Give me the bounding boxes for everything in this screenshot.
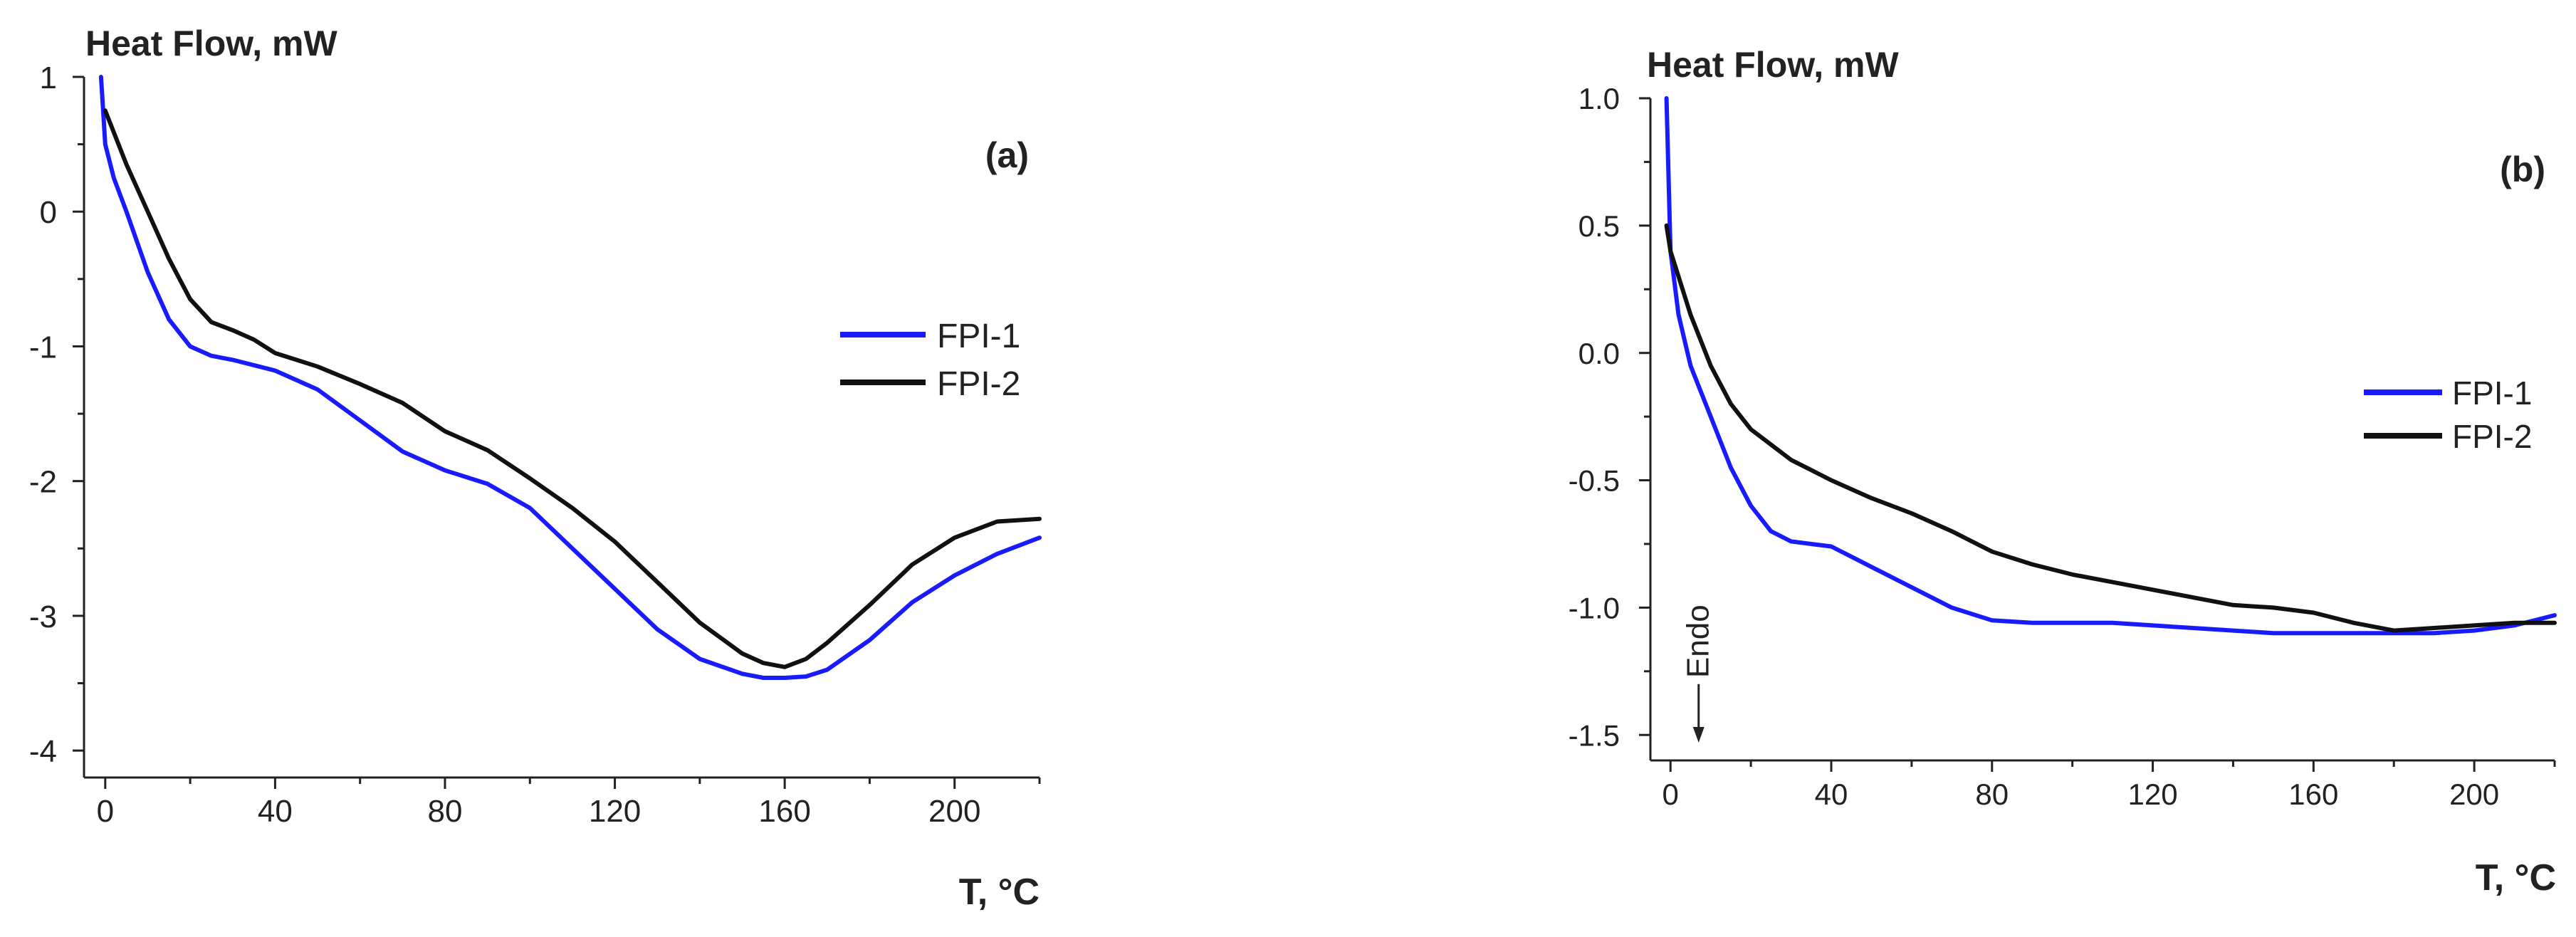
series-line-fpi-2 bbox=[103, 108, 1042, 669]
axes: 0 40 80 120 160 200 1.0 0.5 0.0 -0.5 -1.0 -1.5 bbox=[1569, 82, 2556, 811]
y-tick-label: 1.0 bbox=[1578, 82, 1620, 115]
series-line-fpi-1 bbox=[98, 75, 1042, 680]
x-tick-label: 80 bbox=[428, 794, 463, 829]
panel-label: (b) bbox=[2500, 150, 2545, 189]
y-tick-label: -1.0 bbox=[1569, 592, 1620, 625]
x-axis-title: T, °C bbox=[2476, 857, 2556, 899]
x-tick-label: 0 bbox=[1663, 778, 1679, 811]
legend: FPI-1 FPI-2 bbox=[840, 318, 1020, 403]
y-tick-label: -0.5 bbox=[1569, 464, 1620, 498]
legend-label-fpi-1: FPI-1 bbox=[937, 318, 1020, 355]
x-tick-label: 80 bbox=[1975, 778, 2009, 811]
y-tick-label: 0 bbox=[40, 195, 57, 230]
series-line-fpi-1 bbox=[1664, 96, 2557, 636]
y-tick-label: 0.0 bbox=[1578, 337, 1620, 370]
legend-label-fpi-1: FPI-1 bbox=[2452, 375, 2532, 412]
x-tick-label: 160 bbox=[2288, 778, 2338, 811]
x-tick-label: 120 bbox=[589, 794, 641, 829]
x-tick-label: 0 bbox=[97, 794, 114, 829]
panel-a: Heat Flow, mW T, °C (a) 0 40 80 120 160 20010… bbox=[29, 23, 1042, 913]
x-axis-title: T, °C bbox=[959, 871, 1040, 913]
endo-arrowhead bbox=[1692, 726, 1705, 743]
series-line-fpi-2 bbox=[1664, 223, 2557, 633]
panel-b: Heat Flow, mW T, °C (b) 0 40 80 120 160 200 1.… bbox=[1569, 45, 2557, 899]
x-tick-label: 200 bbox=[2449, 778, 2499, 811]
y-tick-label: -1 bbox=[29, 330, 57, 365]
y-axis-title: Heat Flow, mW bbox=[85, 23, 338, 63]
x-tick-label: 200 bbox=[928, 794, 980, 829]
series-layer bbox=[98, 75, 1042, 680]
x-tick-label: 120 bbox=[2128, 778, 2178, 811]
y-tick-label: 0.5 bbox=[1578, 209, 1620, 243]
y-tick-label: -4 bbox=[29, 734, 57, 769]
y-tick-label: -3 bbox=[29, 600, 57, 634]
endo-annotation: Endo bbox=[1681, 604, 1716, 743]
legend: FPI-1 FPI-2 bbox=[2364, 375, 2532, 455]
y-tick-label: -1.5 bbox=[1569, 718, 1620, 752]
legend-label-fpi-2: FPI-2 bbox=[937, 365, 1020, 403]
y-tick-label: -2 bbox=[29, 465, 57, 500]
x-tick-label: 160 bbox=[758, 794, 810, 829]
panel-label: (a) bbox=[985, 135, 1029, 175]
x-tick-label: 40 bbox=[1815, 778, 1848, 811]
endo-label: Endo bbox=[1681, 604, 1716, 678]
y-axis-title: Heat Flow, mW bbox=[1647, 45, 1900, 85]
legend-label-fpi-2: FPI-2 bbox=[2452, 418, 2532, 455]
y-tick-label: 1 bbox=[40, 61, 57, 95]
x-tick-label: 40 bbox=[258, 794, 293, 829]
series-layer bbox=[1664, 96, 2557, 636]
axes: 0 40 80 120 160 200 1 0 -1 -2 -3 -4 bbox=[29, 61, 1041, 829]
